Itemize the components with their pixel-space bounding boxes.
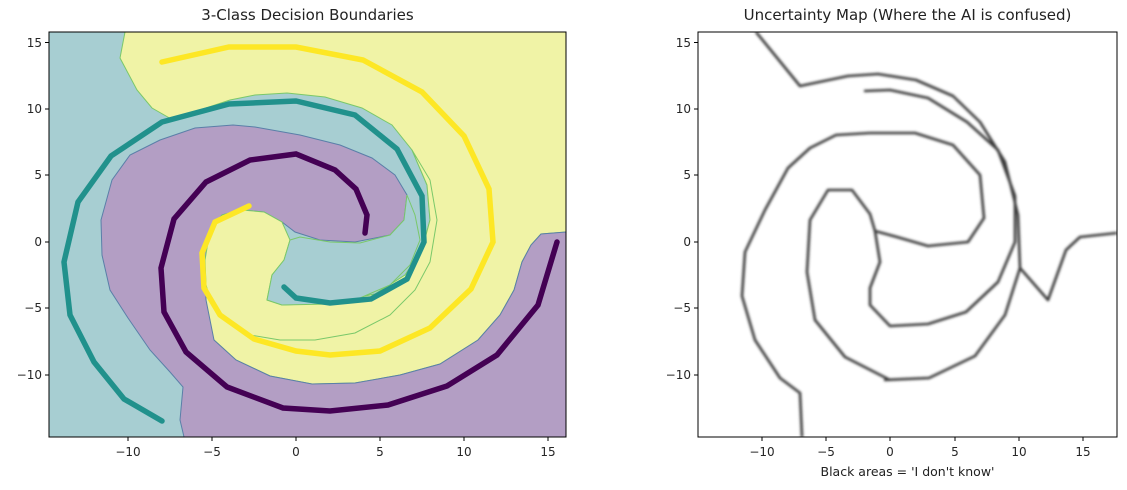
svg-text:−5: −5 <box>817 445 835 459</box>
right-x-axis-label: Black areas = 'I don't know' <box>820 464 995 479</box>
right-plot-frame <box>697 31 1118 438</box>
class0-points <box>158 151 560 414</box>
svg-text:15: 15 <box>1075 445 1090 459</box>
svg-text:10: 10 <box>1011 445 1026 459</box>
uncertainty-line-outer-top <box>754 32 1022 382</box>
left-chart-title: 3-Class Decision Boundaries <box>201 6 414 24</box>
uncertainty-map-plot <box>698 32 1117 437</box>
svg-text:15: 15 <box>540 445 555 459</box>
svg-text:0: 0 <box>34 235 42 249</box>
uncertainty-line-right <box>1019 231 1117 302</box>
svg-text:15: 15 <box>27 36 42 50</box>
class0-region <box>100 124 566 437</box>
left-plot-frame <box>48 31 567 438</box>
svg-text:−5: −5 <box>203 445 221 459</box>
decision-boundary-plot <box>49 32 566 437</box>
left-x-axis: −10 −5 0 5 10 15 <box>115 437 556 459</box>
svg-text:10: 10 <box>456 445 471 459</box>
svg-text:0: 0 <box>292 445 300 459</box>
svg-text:5: 5 <box>34 168 42 182</box>
svg-text:10: 10 <box>676 102 691 116</box>
right-y-axis: 15 10 5 0 −5 −10 <box>666 36 698 382</box>
svg-text:0: 0 <box>683 235 691 249</box>
svg-text:15: 15 <box>676 36 691 50</box>
svg-text:−5: −5 <box>673 301 691 315</box>
svg-text:0: 0 <box>886 445 894 459</box>
left-y-axis: 15 10 5 0 −5 −10 <box>17 36 49 382</box>
svg-text:10: 10 <box>27 102 42 116</box>
class1-points <box>61 98 427 424</box>
right-chart-title: Uncertainty Map (Where the AI is confuse… <box>743 6 1072 24</box>
uncertainty-line-inner-swirl <box>863 88 1017 328</box>
right-x-axis: −10 −5 0 5 10 15 <box>749 437 1091 459</box>
class1-region-center <box>266 194 421 306</box>
svg-text:−10: −10 <box>115 445 140 459</box>
uncertainty-line-inner-left <box>805 188 891 382</box>
svg-text:5: 5 <box>683 168 691 182</box>
svg-text:5: 5 <box>376 445 384 459</box>
svg-text:−10: −10 <box>749 445 774 459</box>
uncertainty-line-outer-left <box>740 131 871 437</box>
svg-text:5: 5 <box>951 445 959 459</box>
svg-text:−10: −10 <box>17 368 42 382</box>
svg-text:−5: −5 <box>24 301 42 315</box>
svg-text:−10: −10 <box>666 368 691 382</box>
class2-points <box>159 44 496 358</box>
